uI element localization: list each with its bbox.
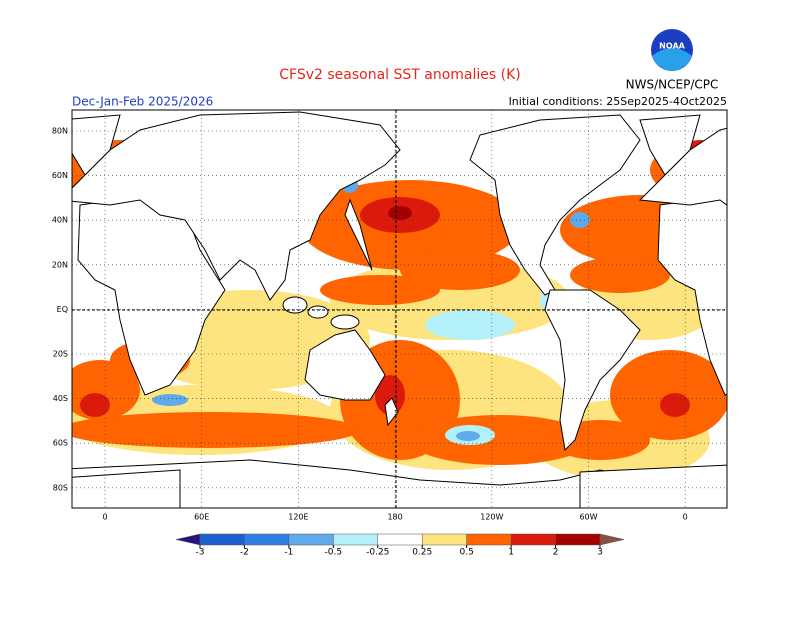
lat-label: 60N: [52, 171, 68, 180]
lat-label: 40N: [52, 216, 68, 225]
lon-label: 60E: [194, 513, 209, 522]
colorbar-box: [421, 533, 467, 546]
colorbar-box: [599, 533, 625, 546]
lat-label: 40S: [53, 394, 68, 403]
lat-label: 20S: [53, 350, 68, 359]
colorbar-box: [199, 533, 245, 546]
lon-label: 60W: [579, 513, 597, 522]
lat-label: 20N: [52, 260, 68, 269]
lat-label: 80N: [52, 127, 68, 136]
lon-label: 120W: [480, 513, 503, 522]
colorbar-label: -0.25: [366, 548, 389, 558]
logo-text: NOAA: [659, 42, 685, 51]
colorbar-box: [175, 533, 201, 546]
colorbar-label: -3: [196, 548, 205, 558]
colorbar-box: [466, 533, 512, 546]
lon-label: 0: [683, 513, 688, 522]
map-frame: [71, 109, 728, 509]
lat-label: 60S: [53, 439, 68, 448]
colorbar-box: [288, 533, 334, 546]
colorbar-label: 0.5: [460, 548, 474, 558]
lat-label: 80S: [53, 483, 68, 492]
lon-label: 0: [102, 513, 107, 522]
colorbar-box: [244, 533, 290, 546]
logo-wave: [652, 48, 692, 71]
period: Dec-Jan-Feb 2025/2026: [72, 95, 213, 109]
colorbar-label: -1: [284, 548, 293, 558]
colorbar-label: 0.25: [412, 548, 432, 558]
colorbar-box: [333, 533, 379, 546]
lon-label: 120E: [288, 513, 308, 522]
colorbar-box: [555, 533, 601, 546]
title: CFSv2 seasonal SST anomalies (K): [279, 67, 521, 83]
map: [72, 110, 727, 508]
colorbar-label: -0.5: [325, 548, 343, 558]
colorbar-label: 3: [597, 548, 603, 558]
lat-label: EQ: [57, 305, 68, 314]
initial-conditions: Initial conditions: 25Sep2025-4Oct2025: [509, 95, 727, 108]
colorbar-label: -2: [240, 548, 249, 558]
colorbar-box: [510, 533, 556, 546]
lon-label: 180: [387, 513, 402, 522]
colorbar-label: 1: [508, 548, 514, 558]
colorbar-label: 2: [553, 548, 559, 558]
agency: NWS/NCEP/CPC: [626, 78, 719, 92]
colorbar-box: [377, 533, 423, 546]
